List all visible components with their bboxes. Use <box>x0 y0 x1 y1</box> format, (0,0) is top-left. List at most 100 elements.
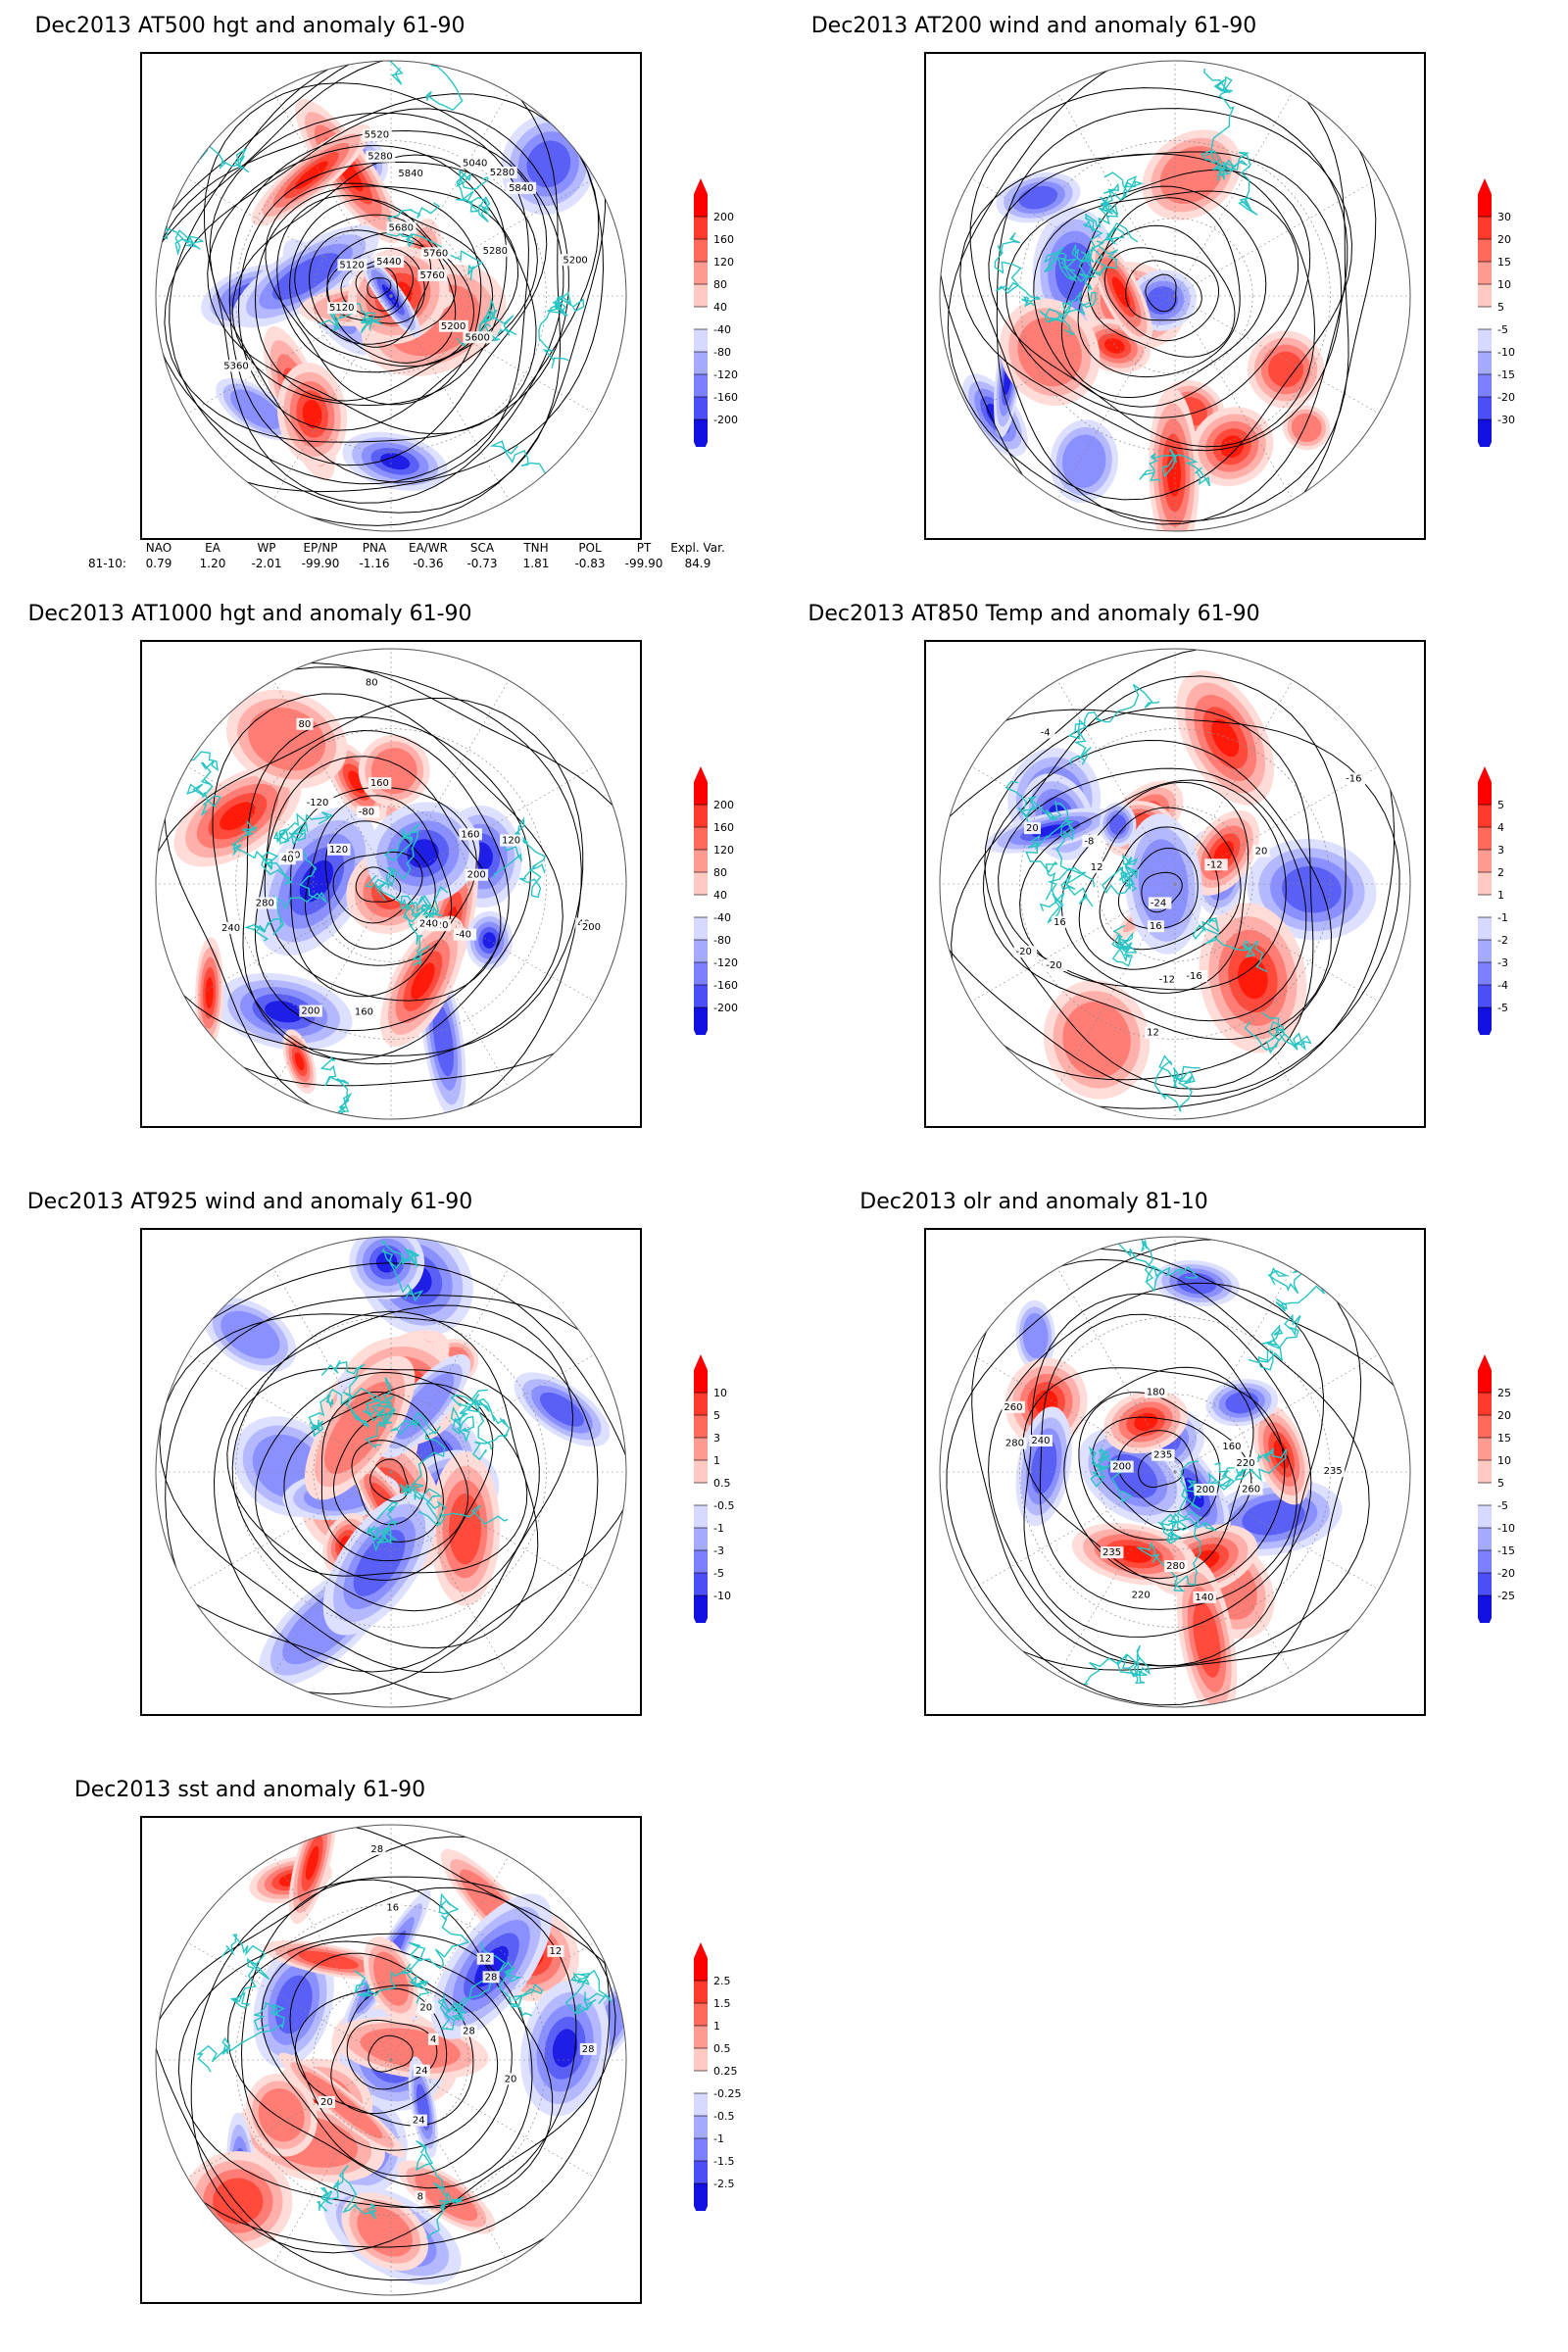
index-header: EA/WR <box>408 541 449 555</box>
contour-label: 140 <box>1195 1592 1213 1603</box>
colorbar-label: 1 <box>713 2020 720 2033</box>
panel-olr: Dec2013 olr and anomaly 81-10 235 260 280 2… <box>784 1176 1568 1764</box>
polar-map <box>155 1236 627 1708</box>
index-value: -0.83 <box>574 557 606 570</box>
coastline <box>538 291 585 368</box>
polar-map: 235 260 280 220 200 180 160 140 235 240 260 280 200 2… <box>939 1236 1411 1708</box>
coastline <box>564 1969 613 2016</box>
colorbar-swatch <box>1478 1528 1492 1550</box>
contour-line <box>289 1952 499 2151</box>
coastline <box>401 1892 470 1975</box>
contour-label: 5280 <box>490 168 514 178</box>
panel-title: Dec2013 AT850 Temp and anomaly 61-90 <box>808 602 1260 626</box>
anomaly-shading <box>1111 276 1130 308</box>
contour-label: -4 <box>1041 727 1051 738</box>
contour-label: -16 <box>1346 773 1361 784</box>
anomaly-shading <box>526 140 571 188</box>
colorbar-swatch <box>1478 917 1492 940</box>
colorbar: 25 20 15 10 5 -5 -10 -15 -20 -25 <box>1470 1348 1548 1623</box>
contour-line <box>1117 847 1199 930</box>
contour-label: -12 <box>1159 975 1175 986</box>
colorbar-label: -1.5 <box>713 2155 734 2168</box>
colorbar-swatch <box>694 1550 708 1573</box>
contour-line <box>203 82 564 504</box>
contour-line <box>228 129 548 466</box>
anomaly-shading <box>1291 413 1322 443</box>
colorbar-swatch <box>1478 397 1492 419</box>
colorbar-swatch <box>694 239 708 262</box>
contour-label: 12 <box>1091 862 1103 873</box>
colorbar-arrow-top <box>694 178 708 194</box>
coastline <box>386 202 484 281</box>
colorbar-swatch <box>694 2183 708 2206</box>
index-header: Expl. Var. <box>670 541 725 555</box>
colorbar-label: 200 <box>713 799 734 811</box>
coastline <box>1157 1512 1217 1544</box>
anomaly-shading <box>305 1845 319 1881</box>
contour-line <box>969 87 1348 525</box>
contour-label: -40 <box>456 930 471 941</box>
coastline <box>1039 291 1097 335</box>
colorbar-swatch <box>1478 217 1492 239</box>
coastline <box>1244 1011 1312 1054</box>
colorbar-label: 1 <box>1497 889 1504 902</box>
colorbar-label: 2 <box>1497 866 1504 879</box>
colorbar-swatch <box>1478 352 1492 374</box>
contour-label: 20 <box>1255 847 1268 858</box>
globe-edge <box>155 1236 627 1708</box>
contour-line <box>156 1825 626 2281</box>
contour-label: -12 <box>1206 859 1222 870</box>
coastline <box>365 822 420 889</box>
anomaly-shading <box>1193 1601 1221 1678</box>
colorbar-label: -0.5 <box>713 1499 734 1512</box>
index-value: 0.79 <box>145 557 172 570</box>
colorbar-arrow-top <box>694 766 708 782</box>
anomaly-shading <box>432 1003 454 1077</box>
index-header: EP/NP <box>303 541 338 555</box>
contour-line <box>237 161 538 431</box>
anomaly-shading <box>302 399 322 429</box>
contour-label: 200 <box>467 870 486 881</box>
contour-label: 5360 <box>223 361 248 371</box>
colorbar-swatch <box>694 2003 708 2026</box>
coastline <box>1200 68 1235 171</box>
contour-line <box>982 739 1333 1041</box>
panel-at925: Dec2013 AT925 wind and anomaly 61-90 10 5… <box>0 1176 784 1764</box>
contour-label: 235 <box>1153 1450 1172 1461</box>
contour-label: 20 <box>320 2097 333 2108</box>
coastline <box>1044 246 1093 293</box>
index-header: WP <box>257 541 276 555</box>
contour-label: 200 <box>301 1006 319 1017</box>
coastline <box>383 61 464 112</box>
index-header: NAO <box>145 541 172 555</box>
anomaly-shading <box>299 859 334 903</box>
contour-line <box>1019 779 1287 991</box>
colorbar: 10 5 3 1 0.5 -0.5 -1 -3 -5 -10 <box>686 1348 764 1623</box>
contour-line <box>213 1304 574 1673</box>
anomaly-shading <box>411 962 435 1000</box>
colorbar-arrow-top <box>1478 1354 1492 1370</box>
index-value: -99.90 <box>624 557 663 570</box>
contour-line <box>1103 247 1220 342</box>
colorbar-label: -80 <box>713 934 731 947</box>
coastline <box>1153 1054 1200 1112</box>
contour-label: 80 <box>298 719 311 730</box>
contour-label: 5680 <box>388 222 413 233</box>
index-value: -0.73 <box>466 557 498 570</box>
coastline <box>400 895 430 966</box>
anomaly-shading <box>1031 1439 1057 1494</box>
globe-edge <box>155 648 627 1120</box>
anomaly-shading <box>353 1530 406 1596</box>
coastline <box>1102 854 1139 895</box>
polar-map: 28 24 20 16 12 8 4 24 28 28 20 12 28 20 <box>155 1824 627 2296</box>
colorbar-swatch <box>694 1370 708 1393</box>
colorbar-label: 0.25 <box>713 2065 738 2078</box>
contour-label: -20 <box>1046 960 1061 971</box>
colorbar-swatch <box>694 284 708 307</box>
colorbar-swatch <box>694 1958 708 1981</box>
contour-line <box>1092 1416 1221 1531</box>
anomaly-shading <box>298 1950 359 1970</box>
colorbar-swatch <box>1478 374 1492 397</box>
colorbar-label: -40 <box>713 911 731 924</box>
colorbar-label: -10 <box>1497 346 1515 359</box>
